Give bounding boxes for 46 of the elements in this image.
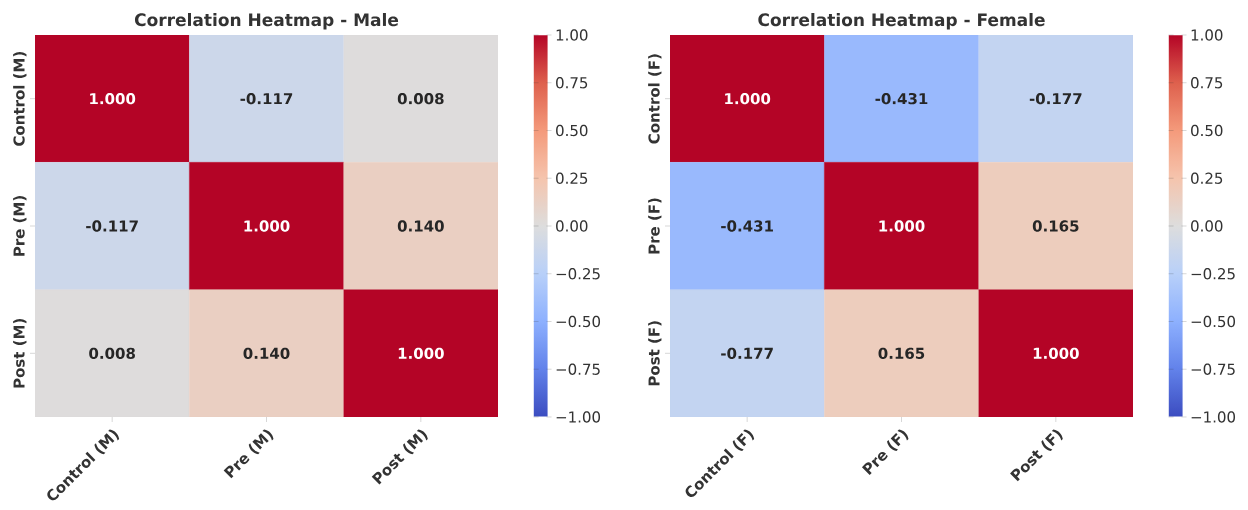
data-label: -0.177 — [721, 347, 773, 359]
data-label: 0.008 — [397, 92, 444, 105]
color-bar-label: −0.75 — [556, 363, 600, 375]
y-tick-label: Pre (M) — [13, 196, 27, 256]
color-bar-label: 0.50 — [556, 124, 588, 137]
color-bar-label: −0.50 — [1191, 315, 1236, 328]
y-tick-label: Control (M) — [13, 52, 27, 146]
color-bar-label: −0.75 — [1191, 363, 1235, 375]
color-bar-label: −0.25 — [556, 268, 600, 280]
color-bar-label: −0.50 — [556, 315, 601, 328]
data-label: -0.177 — [1029, 92, 1082, 105]
color-bar-label: −1.00 — [1191, 411, 1236, 423]
data-label: -0.117 — [86, 220, 138, 232]
data-label: -0.431 — [721, 220, 773, 232]
color-bar-label: 0.75 — [556, 77, 588, 89]
data-label: 1.000 — [879, 220, 925, 232]
y-tick-label: Post (M) — [13, 318, 27, 388]
x-tick-label: Pre (M) — [223, 429, 274, 479]
color-bar-label: 0.50 — [1191, 124, 1223, 137]
y-tick-label: Pre (F) — [648, 198, 662, 254]
color-bar-label: 0.75 — [1191, 77, 1223, 89]
color-bar-label: 1.00 — [556, 29, 588, 41]
color-bar-label: 0.00 — [1191, 220, 1223, 232]
color-bar-label: 0.00 — [556, 220, 588, 232]
data-label: -0.117 — [240, 92, 293, 105]
data-label: 0.008 — [89, 347, 135, 359]
data-label: 0.165 — [878, 347, 925, 359]
data-label: 1.000 — [398, 347, 444, 359]
data-label: 0.140 — [397, 220, 444, 232]
y-tick-label: Control (F) — [648, 54, 662, 144]
data-label: -0.431 — [875, 92, 928, 105]
data-label: 0.140 — [243, 347, 290, 359]
color-bar-label: −0.25 — [1191, 268, 1235, 280]
color-bar-label: 1.00 — [1191, 29, 1223, 41]
data-label: 1.000 — [725, 92, 771, 105]
y-tick-label: Post (F) — [648, 321, 662, 386]
data-label: 0.165 — [1032, 220, 1079, 232]
data-label: 1.000 — [90, 92, 136, 105]
chart-title: Correlation Heatmap - Female — [758, 13, 1045, 30]
data-label: 1.000 — [244, 220, 290, 232]
data-label: 1.000 — [1033, 347, 1079, 359]
chart-title: Correlation Heatmap - Male — [134, 13, 399, 30]
color-bar-label: 0.25 — [556, 172, 588, 184]
color-bar-label: 0.25 — [1191, 172, 1223, 184]
x-tick-label: Pre (F) — [861, 429, 909, 475]
color-bar-label: −1.00 — [556, 411, 601, 423]
